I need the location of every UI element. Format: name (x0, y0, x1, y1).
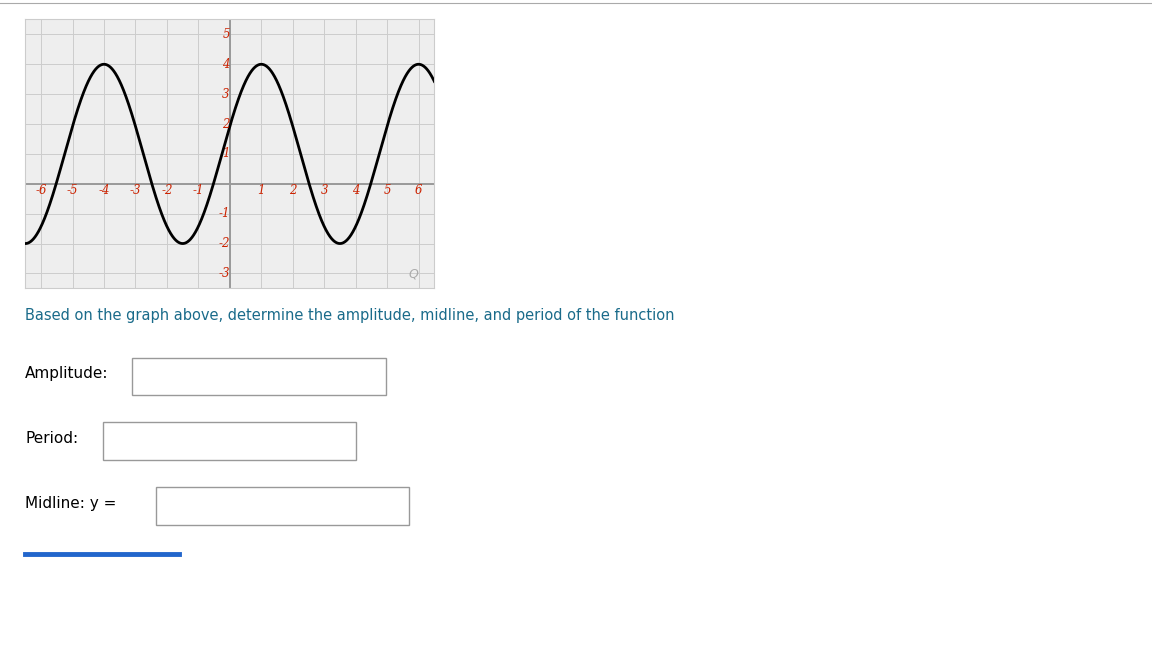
Text: 3: 3 (222, 87, 229, 100)
Text: 1: 1 (258, 184, 265, 197)
Text: -6: -6 (36, 184, 47, 197)
Text: -2: -2 (161, 184, 173, 197)
Text: -1: -1 (192, 184, 204, 197)
Text: Based on the graph above, determine the amplitude, midline, and period of the fu: Based on the graph above, determine the … (25, 308, 675, 323)
Text: -3: -3 (219, 267, 229, 280)
Text: 1: 1 (222, 147, 229, 161)
Text: 5: 5 (222, 28, 229, 41)
Text: Midline: y =: Midline: y = (25, 496, 116, 511)
Text: -4: -4 (98, 184, 109, 197)
Text: -1: -1 (219, 207, 229, 220)
Text: -3: -3 (130, 184, 142, 197)
Text: -5: -5 (67, 184, 78, 197)
Text: 4: 4 (222, 58, 229, 71)
Text: Amplitude:: Amplitude: (25, 366, 108, 381)
Text: Q: Q (408, 267, 418, 281)
Text: Period:: Period: (25, 431, 78, 446)
Text: 4: 4 (351, 184, 359, 197)
Text: -2: -2 (219, 237, 229, 250)
Text: 6: 6 (415, 184, 423, 197)
Text: 5: 5 (384, 184, 391, 197)
Text: 3: 3 (320, 184, 328, 197)
Text: 2: 2 (289, 184, 296, 197)
Text: 2: 2 (222, 117, 229, 130)
